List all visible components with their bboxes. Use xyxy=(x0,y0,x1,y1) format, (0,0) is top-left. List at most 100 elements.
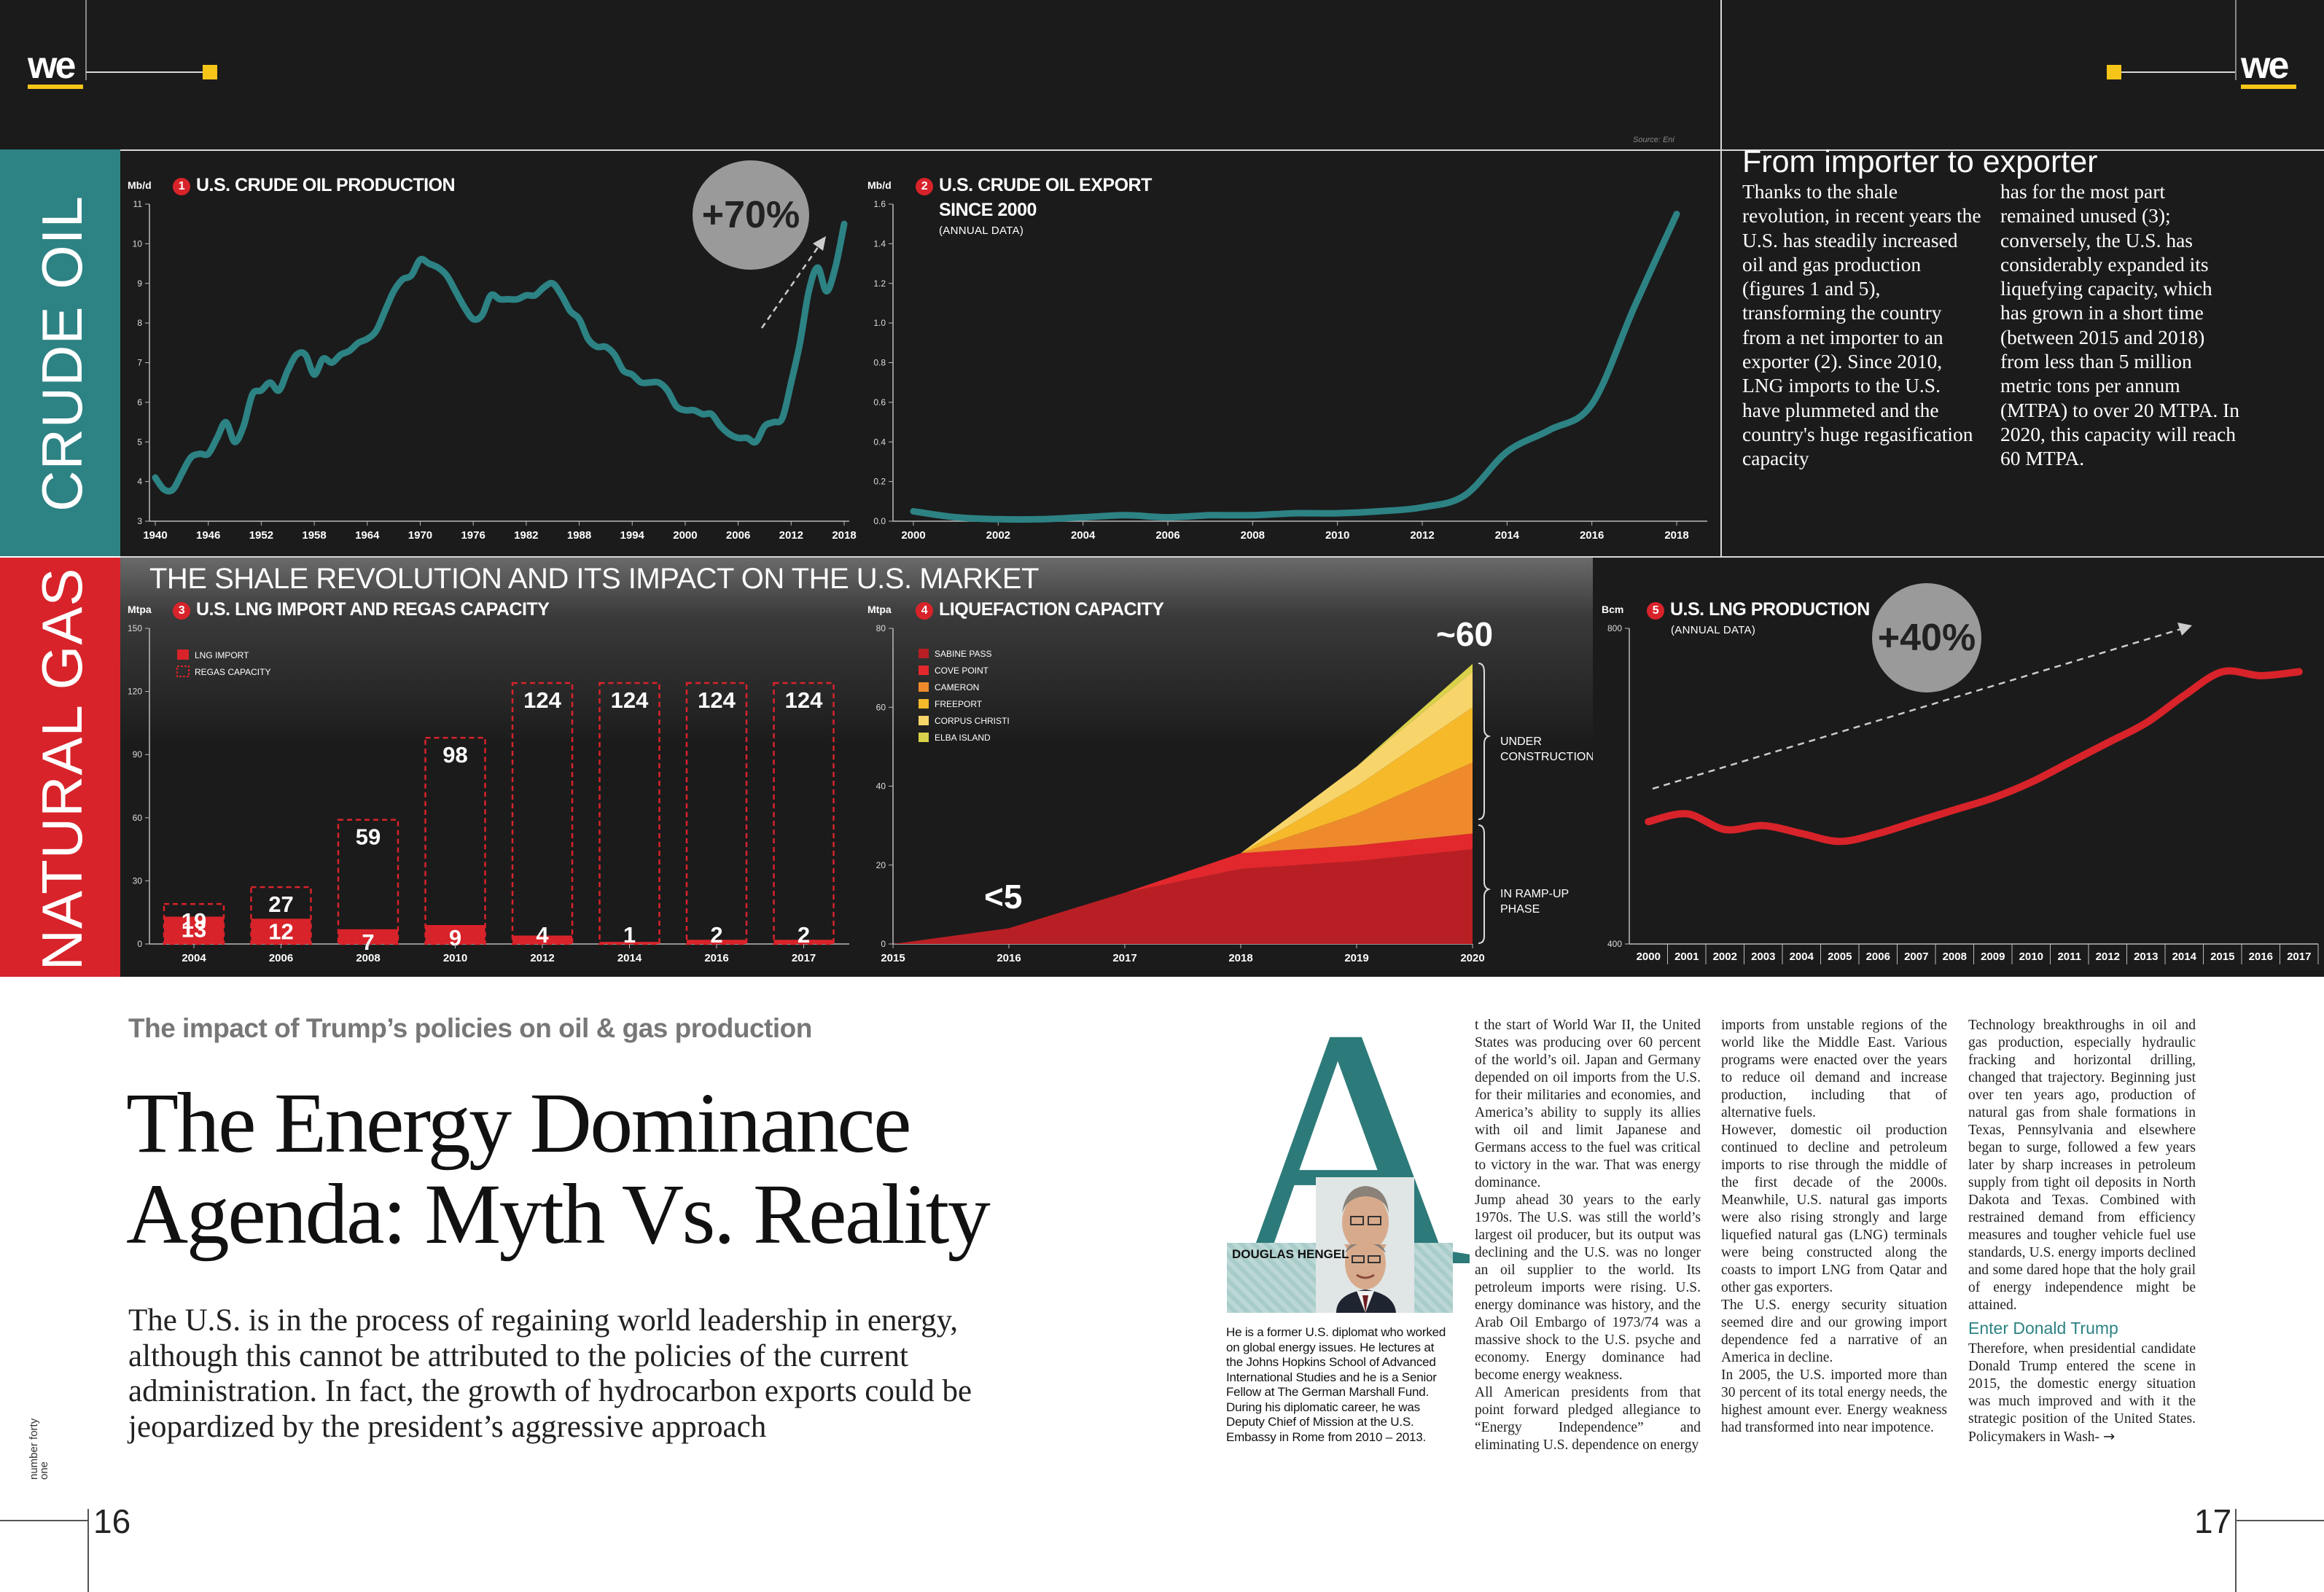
chart2-xtick-label: 2018 xyxy=(1664,529,1688,542)
article-headline-2: Agenda: Myth Vs. Reality xyxy=(126,1166,991,1262)
chart3-xtick-label: 2014 xyxy=(617,952,642,964)
chart5-xtick-label: 2000 xyxy=(1637,951,1661,963)
body-column-2: imports from unstable regions of the wor… xyxy=(1721,1017,1947,1437)
chart3-ytick-label: 60 xyxy=(133,813,143,823)
body-col2-p1: imports from unstable regions of the wor… xyxy=(1721,1018,1947,1120)
chart2-ytick-label: 1.6 xyxy=(873,199,886,209)
chart2-xtick-label: 2016 xyxy=(1580,529,1604,542)
body-col2-p2: However, domestic oil production continu… xyxy=(1721,1123,1947,1295)
chart3-bar-import xyxy=(687,940,746,944)
chart1-series-line xyxy=(152,220,848,495)
chart1-xtick-label: 1940 xyxy=(143,529,167,542)
chart4-legend-label: CORPUS CHRISTI xyxy=(935,716,1010,726)
natural-gas-label: NATURAL GAS xyxy=(30,567,94,971)
chart3-xtick-label: 2016 xyxy=(704,952,728,964)
chart2-title2: SINCE 2000 xyxy=(939,200,1037,220)
body-col1-p3: All American presidents from that point … xyxy=(1475,1385,1701,1453)
article-headline-1: The Energy Dominance xyxy=(126,1075,911,1171)
header-divider xyxy=(1720,0,1722,149)
body-column-1: t the start of World War II, the United … xyxy=(1475,1017,1701,1454)
top-rule-right xyxy=(1720,149,2324,151)
chart2-ytick-label: 0.8 xyxy=(873,358,886,368)
chart4-legend-swatch xyxy=(919,733,929,742)
chart4-ytick-label: 0 xyxy=(881,939,886,949)
chart4-bracket2-line1: IN RAMP-UP xyxy=(1500,888,1569,900)
chart5-number: 5 xyxy=(1647,602,1664,620)
chart4-ytick-label: 20 xyxy=(876,860,886,870)
chart3-legend-swatch-regas xyxy=(176,666,190,677)
chart4-legend-label: COVE POINT xyxy=(935,666,989,676)
chart3-legend-label-import: LNG IMPORT xyxy=(195,650,249,660)
chart5-trend-arrowhead xyxy=(2177,623,2192,636)
chart1-xtick-label: 2012 xyxy=(779,529,803,542)
chart3-bar-import xyxy=(599,942,660,944)
chart4-legend-swatch xyxy=(919,666,929,675)
chart5-xtick-label: 2004 xyxy=(1790,951,1814,963)
sidetext-divider xyxy=(1720,149,1722,556)
chart4-annotation-top: ~60 xyxy=(1436,620,1493,653)
chart5-xtick-label: 2010 xyxy=(2019,951,2043,963)
continue-arrow-icon: → xyxy=(2102,1428,2116,1445)
chart1-ytick-label: 9 xyxy=(137,278,142,289)
article-kicker: The impact of Trump’s policies on oil & … xyxy=(128,1013,812,1043)
chart5-xtick-label: 2005 xyxy=(1828,951,1852,963)
chart2-ytick-label: 1.4 xyxy=(873,238,886,249)
chart4-unit: Mtpa xyxy=(867,604,892,615)
body-col3-text: Therefore, when presidential candidate D… xyxy=(1968,1341,2196,1445)
chart4-annotation-bottom: <5 xyxy=(984,878,1022,916)
chart4-legend-label: FREEPORT xyxy=(935,699,983,709)
chart5-xtick-label: 2002 xyxy=(1713,951,1737,963)
body-column-3: Technology breakthroughs in oil and gas … xyxy=(1968,1017,2196,1446)
chart1-xtick-label: 1976 xyxy=(461,529,485,542)
chart5-xtick-label: 2016 xyxy=(2249,951,2273,963)
page-number-left: 16 xyxy=(93,1502,131,1540)
chart3-label-import: 4 xyxy=(536,922,549,948)
chart2-ytick-label: 1.2 xyxy=(873,278,886,289)
chart3-legend-label-regas: REGAS CAPACITY xyxy=(195,667,270,677)
chart3-xtick-label: 2010 xyxy=(443,952,467,964)
chart2-xtick-label: 2004 xyxy=(1071,529,1096,542)
author-portrait xyxy=(1316,1243,1414,1313)
chart2-ytick-label: 0.2 xyxy=(873,477,886,487)
chart1-ytick-label: 8 xyxy=(137,318,142,328)
chart4-legend-swatch xyxy=(919,716,929,725)
mid-rule xyxy=(120,556,2324,558)
chart3-xtick-label: 2006 xyxy=(269,952,293,964)
body-subhead: Enter Donald Trump xyxy=(1968,1319,2118,1338)
folio-label: number forty one xyxy=(28,1418,50,1480)
chart3-ytick-label: 120 xyxy=(128,687,142,697)
chart3-label-regas: 19 xyxy=(182,908,206,934)
chart5-xtick-label: 2017 xyxy=(2287,951,2311,963)
chart2-xtick-label: 2014 xyxy=(1495,529,1520,542)
header-square-left xyxy=(203,65,217,79)
source-note: Source: Eni xyxy=(1633,136,1674,144)
crude-oil-panel xyxy=(120,149,2324,556)
chart5-badge: +40% xyxy=(1872,583,1981,692)
body-col3-p2: Therefore, when presidential candidate D… xyxy=(1968,1341,2196,1446)
chart3-ytick-label: 90 xyxy=(133,749,143,760)
chart5-ytick-label: 800 xyxy=(1607,623,1622,633)
chart1-svg: 3 4 5 6 7 8 9 10 11 1940 1946 1952 1958 1964 1970 1976 1… xyxy=(133,199,857,542)
header-square-right xyxy=(2107,65,2121,79)
chart1-xtick-label: 2018 xyxy=(832,529,856,542)
chart5-xtick-label: 2007 xyxy=(1904,951,1928,963)
chart3-label-import: 12 xyxy=(268,918,293,944)
chart5-xtick-label: 2009 xyxy=(1981,951,2005,963)
chart3-bar-import xyxy=(338,929,398,944)
chart3-ytick-label: 150 xyxy=(128,623,142,633)
header-left-tick xyxy=(85,0,87,80)
chart3-label-import: 2 xyxy=(710,922,722,948)
chart4-bracket2-line2: PHASE xyxy=(1500,903,1540,916)
chart5-svg: 400 800 2000 2001 2002 2003 2004 2005 2006 2007 20… xyxy=(1607,623,2319,964)
chart5-xtick-label: 2011 xyxy=(2057,951,2081,963)
banner-title: THE SHALE REVOLUTION AND ITS IMPACT ON T… xyxy=(149,563,1039,595)
logo-left-underline xyxy=(28,85,83,89)
chart4-xtick-label: 2016 xyxy=(997,952,1021,964)
chart4-number: 4 xyxy=(916,602,933,620)
chart5-xtick-label: 2013 xyxy=(2134,951,2158,963)
chart3-unit: Mtpa xyxy=(128,604,152,615)
chart3-bar-regas xyxy=(250,886,312,945)
author-name: DOUGLAS HENGEL xyxy=(1232,1247,1349,1261)
chart1-number: 1 xyxy=(173,178,190,195)
